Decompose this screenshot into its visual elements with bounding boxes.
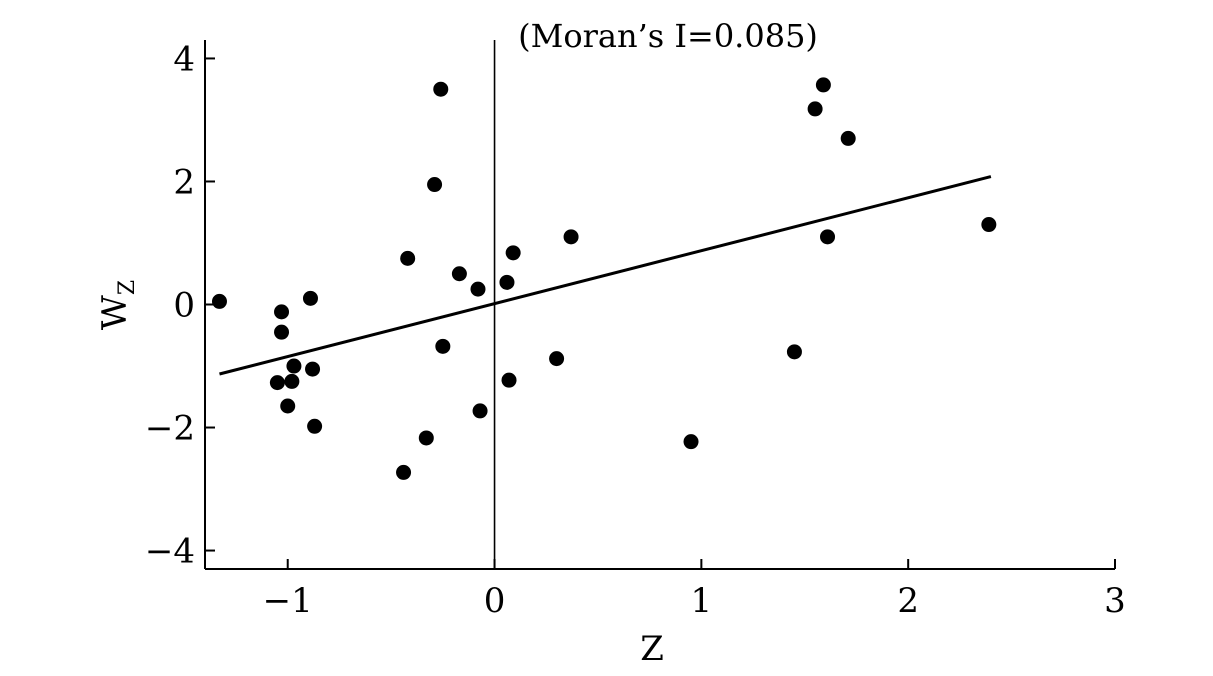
y-axis-title-subscript: Z	[115, 280, 140, 295]
data-point	[501, 372, 517, 388]
data-point	[307, 418, 323, 434]
data-point	[549, 351, 565, 367]
data-point	[505, 245, 521, 261]
y-ticks: −4 −2 0 2 4	[145, 39, 215, 572]
trend-line	[219, 175, 992, 376]
data-point	[280, 398, 296, 414]
data-point	[427, 177, 443, 193]
data-point	[284, 373, 300, 389]
y-tick-label: 4	[173, 39, 195, 79]
y-axis-title: WZ	[95, 280, 140, 330]
y-tick-label: 0	[173, 286, 195, 326]
data-point	[400, 250, 416, 266]
data-point	[305, 361, 321, 377]
data-point	[472, 403, 488, 419]
data-point	[286, 358, 302, 374]
data-point	[396, 464, 412, 480]
morans-i-annotation: (Moran’s I=0.085)	[518, 17, 818, 55]
data-point	[470, 281, 486, 297]
x-ticks: −1 0 1 2 3	[263, 559, 1126, 621]
x-tick-label: 3	[1104, 581, 1126, 621]
x-tick-label: 1	[691, 581, 713, 621]
x-tick-label: 0	[484, 581, 506, 621]
x-axis-title: Z	[640, 629, 664, 669]
data-point	[820, 229, 836, 245]
data-point	[499, 274, 515, 290]
data-points	[211, 77, 997, 480]
data-point	[815, 77, 831, 93]
data-point	[269, 375, 285, 391]
x-tick-label: −1	[263, 581, 313, 621]
data-point	[786, 344, 802, 360]
data-point	[563, 229, 579, 245]
data-point	[435, 338, 451, 354]
data-point	[418, 430, 434, 446]
data-point	[433, 81, 449, 97]
y-tick-label: 2	[173, 162, 195, 202]
data-point	[274, 324, 290, 340]
data-point	[981, 217, 997, 233]
data-point	[302, 290, 318, 306]
y-axis-title-main: W	[95, 295, 135, 330]
y-tick-label: −2	[145, 409, 195, 449]
data-point	[274, 304, 290, 320]
data-point	[840, 130, 856, 146]
data-point	[211, 293, 227, 309]
data-point	[683, 434, 699, 450]
data-point	[807, 101, 823, 117]
svg-text:WZ: WZ	[95, 280, 140, 330]
x-tick-label: 2	[897, 581, 919, 621]
data-point	[451, 266, 467, 282]
y-tick-label: −4	[145, 532, 195, 572]
axes	[204, 40, 1115, 570]
